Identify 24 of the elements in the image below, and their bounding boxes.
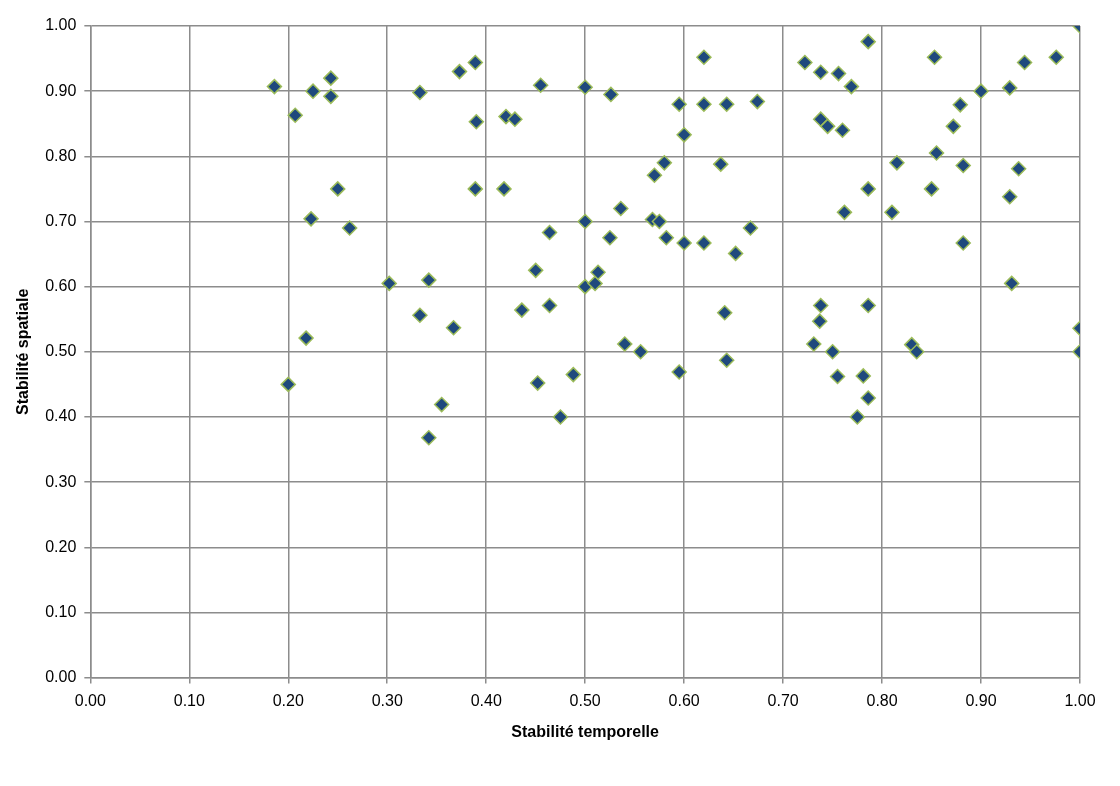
y-tick-label: 0.80: [45, 146, 77, 164]
x-tick-label: 0.50: [569, 691, 601, 709]
x-tick-label: 0.40: [470, 691, 502, 709]
y-tick-label: 0.00: [45, 668, 77, 686]
y-tick-label: 0.60: [45, 277, 77, 295]
x-tick-label: 1.00: [1064, 691, 1096, 709]
x-tick-label: 0.20: [272, 691, 304, 709]
x-tick-label: 0.30: [371, 691, 403, 709]
x-tick-label: 0.00: [74, 691, 107, 709]
y-tick-label: 0.30: [45, 472, 77, 490]
x-tick-label: 0.70: [767, 691, 799, 709]
y-tick-label: 0.50: [45, 342, 77, 360]
y-tick-label: 0.70: [45, 211, 77, 229]
x-tick-label: 0.80: [866, 691, 898, 709]
x-tick-label: 0.10: [173, 691, 205, 709]
y-tick-label: 0.10: [45, 602, 77, 620]
y-tick-label: 0.90: [45, 81, 77, 99]
y-axis-title: Stabilité spatiale: [14, 288, 32, 415]
x-axis-title: Stabilité temporelle: [511, 722, 660, 740]
y-tick-label: 1.00: [45, 16, 77, 34]
y-tick-label: 0.20: [45, 537, 77, 555]
y-tick-label: 0.40: [45, 407, 77, 425]
x-tick-label: 0.90: [965, 691, 997, 709]
x-tick-label: 0.60: [668, 691, 700, 709]
